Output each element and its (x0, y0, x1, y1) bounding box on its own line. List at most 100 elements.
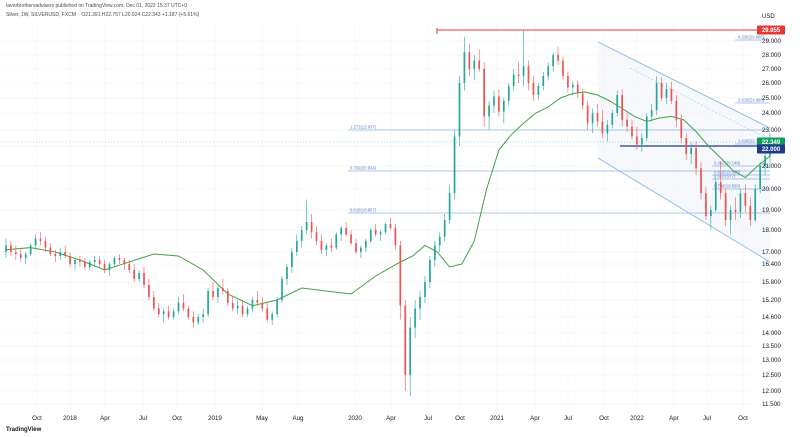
candle (419, 291, 421, 320)
price-badge: 29.855 (757, 25, 785, 35)
candle (542, 71, 545, 91)
candle-body (88, 262, 91, 267)
badge-bg (757, 25, 785, 35)
candle-body (335, 234, 338, 248)
candle-body (542, 76, 545, 86)
candle (54, 249, 57, 262)
candle-body (315, 232, 318, 241)
candle-body (5, 245, 7, 252)
candle-body (636, 136, 638, 145)
candle (453, 130, 456, 200)
candle-body (212, 291, 214, 297)
y-tick-label: 17.000 (762, 249, 781, 256)
y-tick-label: 25.000 (762, 95, 781, 102)
candle-body (177, 302, 180, 312)
symbol-info: Silver, 1W, SILVERUSD, FXCM O21.391 H22.… (6, 12, 199, 18)
candle-body (547, 66, 550, 76)
candle-body (700, 168, 702, 194)
x-axis: Oct 2018 Apr Jul Oct 2019 May Aug 2020 Apr Jul Oct 2… (32, 415, 748, 422)
candle-body (192, 317, 195, 323)
fib-label: 3.618(24.866) (738, 98, 765, 103)
candle-body (182, 302, 185, 309)
candle (473, 55, 476, 81)
channel-lower (597, 157, 771, 263)
candle (710, 205, 712, 230)
y-tick-label: 13.500 (762, 343, 781, 350)
y-tick-label: 16.400 (762, 261, 781, 268)
candle-body (246, 308, 249, 315)
candle (591, 108, 594, 134)
candle-body (424, 282, 426, 297)
candle-body (84, 262, 86, 267)
y-tick-label: 26.000 (762, 80, 781, 87)
candle (557, 46, 559, 65)
y-tick-label: 15.800 (762, 279, 781, 286)
x-tick-label: 2019 (208, 415, 222, 422)
candle-body (650, 110, 653, 117)
candle (281, 276, 283, 303)
candle (384, 222, 387, 235)
candle (364, 238, 367, 252)
price-channel (597, 41, 771, 263)
candle (576, 80, 579, 98)
candle (79, 256, 81, 267)
candle (611, 110, 614, 129)
candle-body (710, 210, 712, 216)
y-tick-label: 20.000 (762, 186, 781, 193)
candle (39, 232, 42, 246)
candle-body (576, 84, 579, 94)
candle (84, 258, 86, 270)
candle (759, 162, 761, 194)
candle (493, 90, 495, 113)
candle-body (453, 136, 456, 194)
candle (172, 308, 175, 320)
channel-fill (598, 42, 770, 262)
x-tick-label: 2020 (348, 415, 362, 422)
candle-body (522, 66, 525, 76)
candle (182, 294, 185, 312)
fib-label: 0.5(20.577) (714, 174, 736, 179)
candle (660, 77, 663, 101)
candle-body (759, 166, 761, 189)
candle-body (729, 210, 732, 220)
candle-body (355, 243, 357, 252)
candle-body (389, 224, 392, 228)
y-tick-label: 23.000 (762, 127, 781, 134)
candle-body (448, 193, 451, 220)
y-tick-label: 29.000 (762, 38, 781, 45)
candle (488, 101, 490, 130)
candle (295, 234, 298, 256)
candle-body (369, 230, 372, 241)
candle (315, 226, 318, 246)
candle (212, 282, 214, 300)
candle (650, 104, 653, 122)
candle (128, 260, 131, 273)
candle-body (59, 252, 62, 256)
candle (59, 247, 62, 260)
candle (355, 238, 357, 254)
fib-label: 0.702(20.834) (350, 166, 377, 171)
candle (15, 245, 17, 260)
x-tick-label: Apr (669, 415, 679, 422)
candle (389, 218, 392, 230)
x-tick-label: Aug (292, 415, 304, 422)
candle (360, 245, 362, 258)
candle-body (744, 193, 747, 206)
candle-body (739, 193, 742, 212)
candle (700, 162, 702, 200)
candle-body (54, 254, 57, 256)
candle-body (360, 247, 362, 252)
candle-body (222, 288, 224, 291)
candle-body (103, 264, 106, 270)
candle-body (458, 83, 461, 137)
candle-body (631, 126, 633, 137)
candle-body (108, 264, 111, 270)
candle-body (261, 302, 264, 309)
x-tick-label: Oct (455, 415, 465, 422)
candle (187, 305, 190, 320)
candle-body (384, 224, 387, 233)
candle (571, 81, 574, 95)
candle-body (118, 258, 121, 260)
